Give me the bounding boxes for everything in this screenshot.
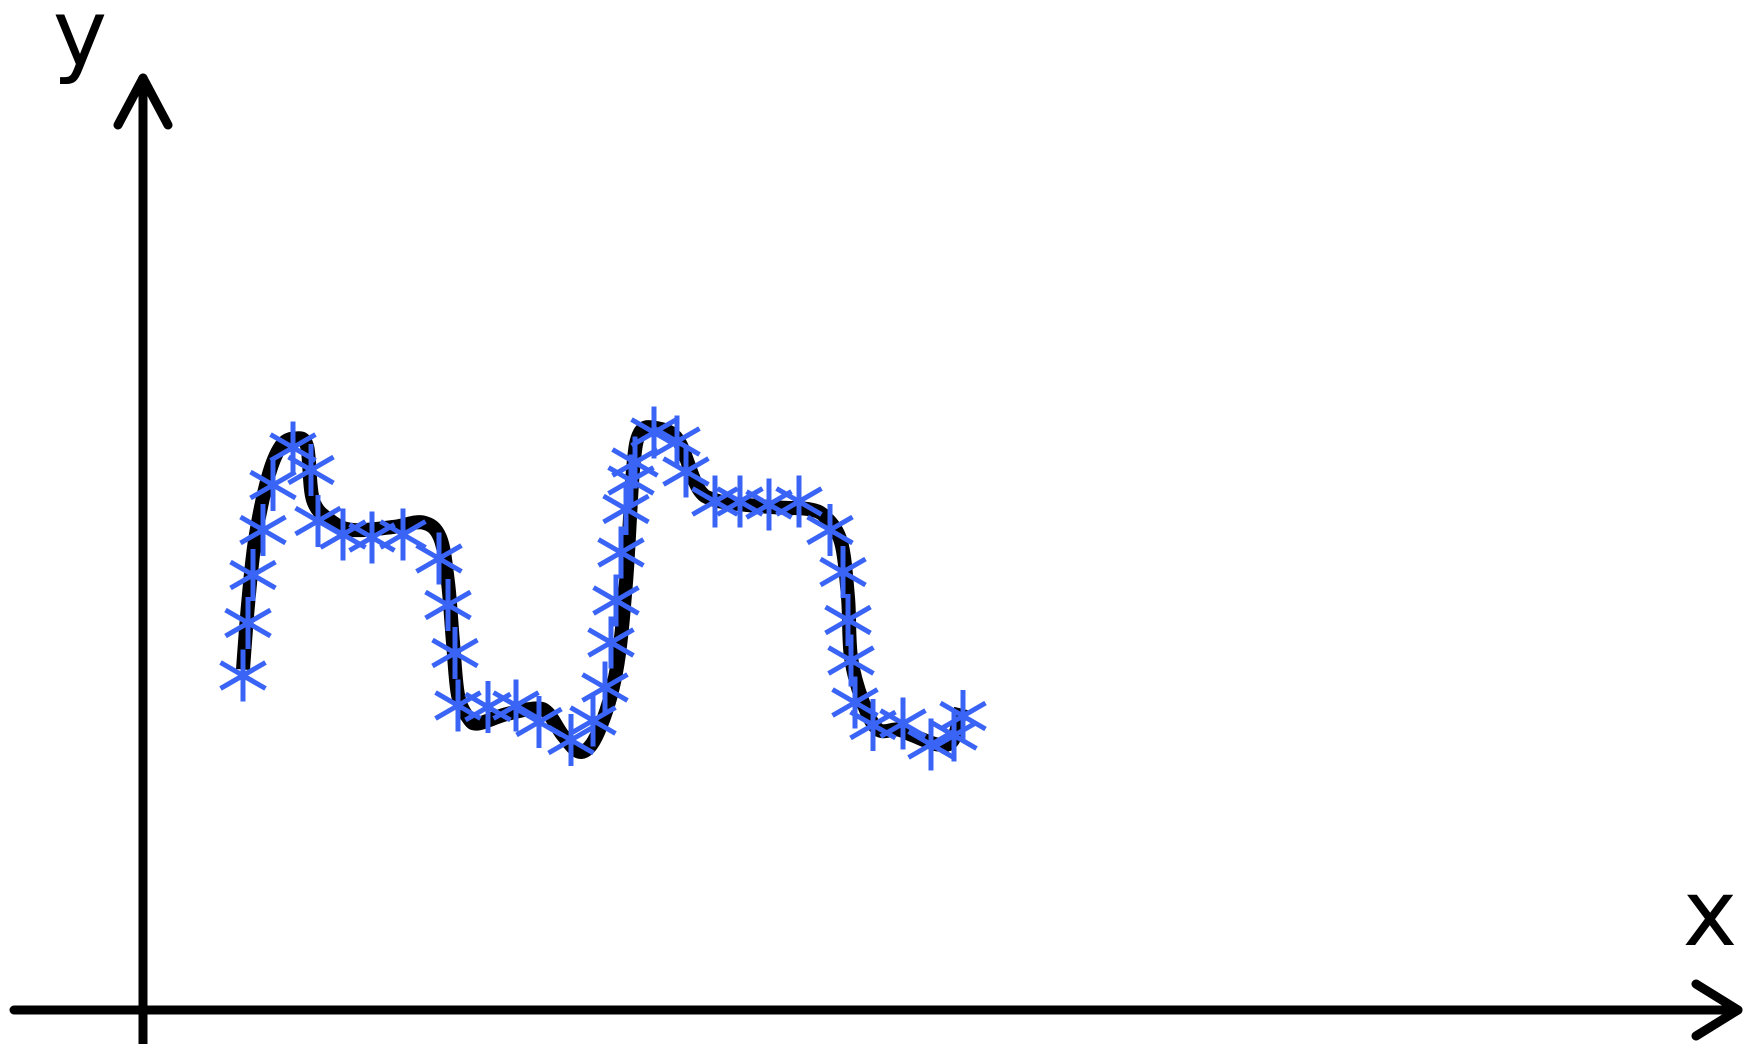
- asterisk-marker: [630, 406, 678, 459]
- asterisk-marker: [691, 475, 739, 528]
- asterisk-marker: [219, 649, 267, 702]
- asterisk-marker: [745, 478, 793, 531]
- x-axis-label: x: [1683, 860, 1737, 967]
- x-axis-arrowhead: [1691, 979, 1743, 1041]
- asterisk-marker: [269, 421, 317, 474]
- asterisk-marker: [907, 718, 955, 771]
- asterisk-marker: [547, 714, 595, 766]
- asterisk-marker: [239, 504, 287, 556]
- asterisk-marker: [415, 532, 463, 585]
- asterisk-marker: [348, 511, 396, 564]
- asterisk-marker: [249, 459, 297, 511]
- asterisk-marker: [287, 444, 335, 496]
- asterisk-marker: [424, 579, 472, 631]
- asterisk-marker: [831, 676, 879, 729]
- y-axis-label: y: [53, 0, 107, 87]
- asterisk-marker: [229, 549, 277, 601]
- asterisk-marker: [581, 661, 629, 714]
- asterisk-marker: [653, 415, 701, 468]
- asterisk-marker: [379, 508, 427, 561]
- asterisk-marker: [592, 574, 640, 627]
- asterisk-marker: [775, 475, 823, 528]
- asterisk-marker: [824, 594, 872, 646]
- marker-series: [219, 406, 987, 771]
- asterisk-marker: [879, 697, 927, 750]
- asterisk-marker: [602, 483, 650, 535]
- asterisk-marker: [806, 504, 854, 556]
- asterisk-marker: [930, 709, 978, 762]
- asterisk-marker: [827, 634, 875, 687]
- asterisk-marker: [224, 597, 272, 649]
- asterisk-marker: [492, 679, 540, 732]
- asterisk-marker: [597, 526, 645, 579]
- asterisk-marker: [431, 627, 479, 679]
- y-axis-arrowhead: [113, 73, 173, 130]
- asterisk-marker: [662, 445, 710, 498]
- asterisk-marker: [939, 690, 987, 742]
- asterisk-marker: [569, 694, 617, 747]
- asterisk-marker: [819, 546, 867, 598]
- asterisk-marker: [587, 616, 635, 669]
